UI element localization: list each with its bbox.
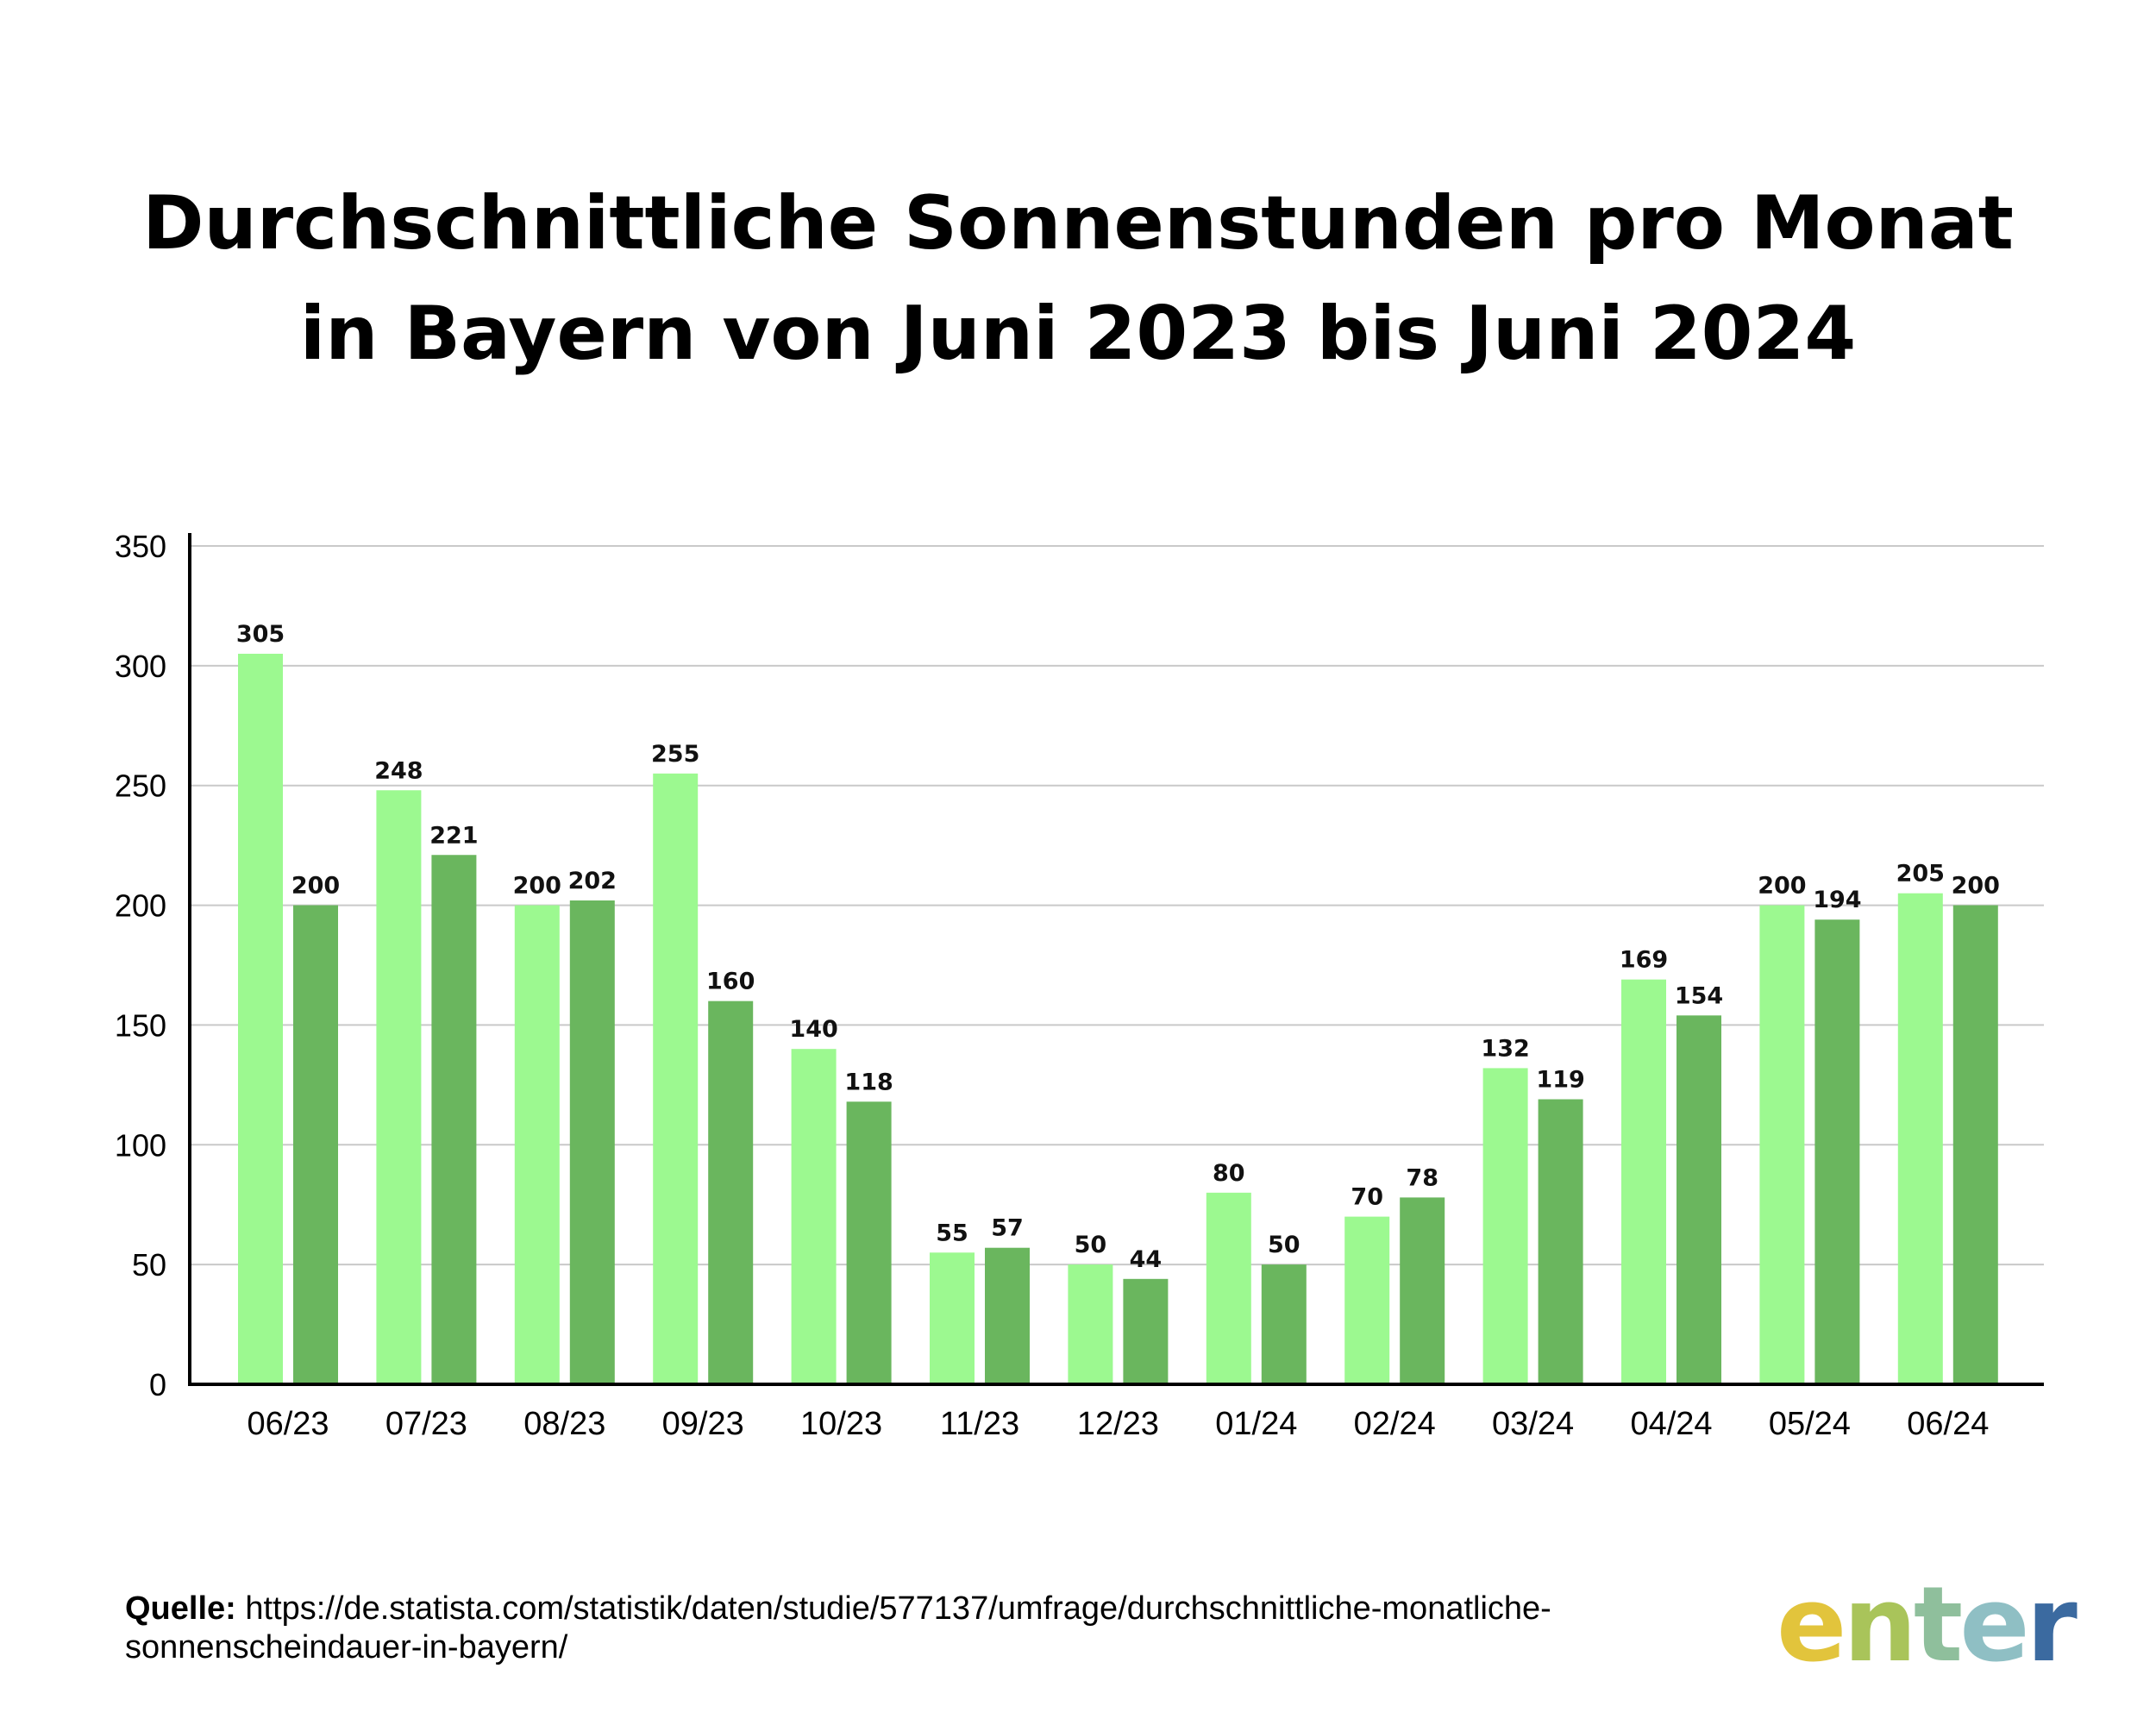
bar	[1400, 1197, 1445, 1384]
data-label: 44	[1130, 1246, 1163, 1273]
data-label: 305	[236, 621, 285, 648]
bar	[1206, 1192, 1251, 1384]
bar	[293, 905, 338, 1384]
x-tick-label: 01/24	[1215, 1406, 1297, 1442]
x-tick-label: 06/23	[247, 1406, 329, 1442]
bar	[846, 1101, 892, 1384]
logo-letter: r	[2026, 1565, 2078, 1685]
bar	[376, 790, 422, 1384]
data-label: 200	[513, 873, 561, 900]
data-label: 194	[1813, 887, 1861, 913]
data-label: 78	[1406, 1164, 1438, 1191]
bar	[791, 1049, 837, 1384]
enter-logo: enter	[1777, 1565, 2078, 1685]
source-note: Quelle: https://de.statista.com/statisti…	[125, 1590, 1764, 1667]
x-tick-label: 07/23	[385, 1406, 467, 1442]
data-label: 255	[651, 741, 699, 768]
x-tick-label: 08/23	[523, 1406, 605, 1442]
bar	[1759, 905, 1805, 1384]
y-tick-label: 50	[132, 1247, 166, 1283]
data-label: 160	[706, 969, 755, 995]
data-label: 55	[936, 1220, 968, 1246]
bar	[1621, 979, 1666, 1384]
x-tick-label: 02/24	[1354, 1406, 1436, 1442]
x-tick-label: 06/24	[1907, 1406, 1989, 1442]
x-tick-label: 10/23	[800, 1406, 882, 1442]
bar	[1261, 1264, 1307, 1384]
y-tick-label: 200	[115, 888, 166, 924]
logo-letter: e	[1777, 1565, 1846, 1685]
data-label: 132	[1481, 1035, 1529, 1062]
data-label: 154	[1675, 982, 1723, 1009]
data-label: 57	[991, 1215, 1024, 1242]
data-label: 50	[1075, 1232, 1107, 1258]
data-label: 50	[1268, 1232, 1300, 1258]
source-url-line-1: https://de.statista.com/statistik/daten/…	[245, 1590, 1551, 1627]
y-tick-label: 250	[115, 768, 166, 804]
logo-letter: t	[1913, 1565, 1963, 1685]
bar	[930, 1252, 975, 1384]
data-label: 118	[844, 1069, 893, 1095]
bar	[514, 905, 560, 1384]
y-tick-label: 0	[149, 1367, 166, 1402]
x-tick-label: 03/24	[1492, 1406, 1574, 1442]
bar	[1897, 893, 1943, 1384]
y-tick-label: 300	[115, 649, 166, 684]
bar	[985, 1247, 1030, 1384]
bar	[431, 855, 477, 1384]
data-label: 200	[1758, 873, 1806, 900]
y-tick-label: 100	[115, 1127, 166, 1163]
bar	[1677, 1015, 1721, 1384]
bar	[1814, 919, 1860, 1384]
bar	[653, 773, 699, 1384]
data-label: 140	[789, 1016, 837, 1043]
data-label: 119	[1536, 1067, 1584, 1094]
data-label: 221	[429, 822, 478, 849]
bar	[1123, 1278, 1169, 1384]
bar	[1482, 1068, 1528, 1384]
source-url-line-2: sonnenscheindauer-in-bayern/	[125, 1629, 568, 1665]
data-label: 70	[1351, 1184, 1383, 1211]
x-tick-label: 04/24	[1630, 1406, 1712, 1442]
y-tick-label: 350	[115, 529, 166, 564]
source-label: Quelle:	[125, 1590, 236, 1627]
x-tick-label: 11/23	[940, 1406, 1019, 1442]
chart-title-line-2: in Bayern von Juni 2023 bis Juni 2024	[299, 291, 1857, 377]
x-tick-label: 09/23	[662, 1406, 744, 1442]
logo-letter: n	[1843, 1565, 1916, 1685]
x-tick-label: 05/24	[1769, 1406, 1851, 1442]
data-label: 205	[1896, 861, 1945, 888]
data-label: 169	[1620, 947, 1668, 974]
data-label: 200	[291, 873, 340, 900]
bar	[569, 900, 615, 1384]
bar	[1952, 905, 1998, 1384]
bar	[1068, 1264, 1113, 1384]
x-tick-label: 12/23	[1077, 1406, 1159, 1442]
logo-letter: e	[1959, 1565, 2029, 1685]
y-tick-label: 150	[115, 1007, 166, 1043]
data-label: 202	[568, 868, 617, 894]
bar	[238, 653, 283, 1384]
bar	[708, 1000, 754, 1384]
chart-title-line-1: Durchschnittliche Sonnenstunden pro Mona…	[142, 180, 2014, 267]
data-label: 200	[1952, 873, 2000, 900]
data-label: 248	[374, 757, 423, 784]
bar	[1538, 1099, 1583, 1384]
data-label: 80	[1213, 1160, 1245, 1187]
chart-title: Durchschnittliche Sonnenstunden pro Mona…	[0, 168, 2156, 389]
bar	[1344, 1216, 1390, 1384]
